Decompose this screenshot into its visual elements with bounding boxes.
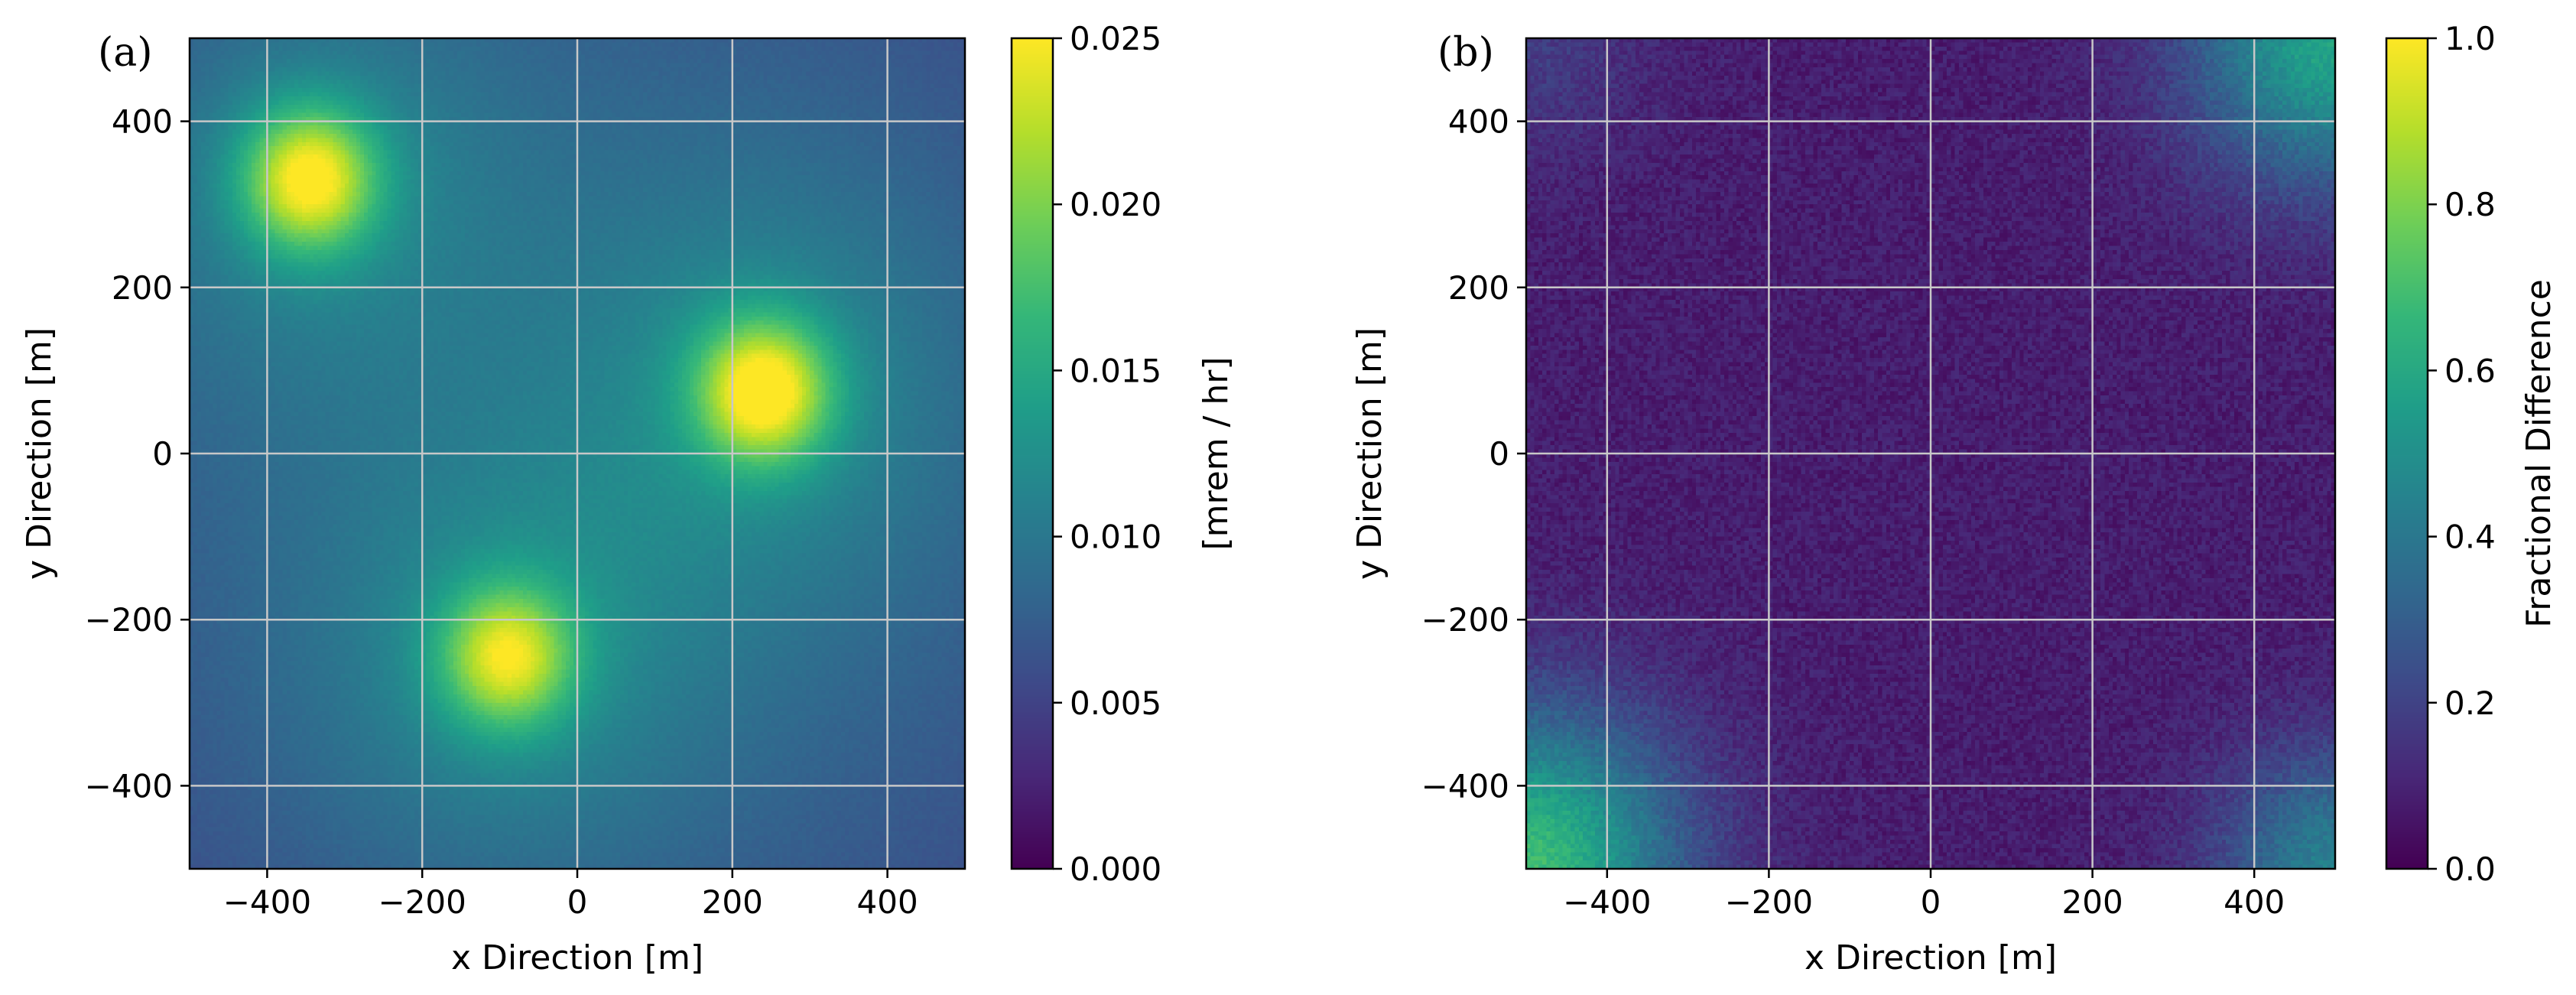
y-tick-label: −400 <box>1421 767 1509 805</box>
x-axis-label-a: x Direction [m] <box>451 938 703 977</box>
colorbar-frame-b <box>2385 37 2429 870</box>
colorbar-tick-label: 0.000 <box>1070 850 1161 888</box>
colorbar-tick-label: 0.8 <box>2444 186 2496 223</box>
colorbar-tick-label: 0.4 <box>2444 519 2496 556</box>
x-tick-label: 0 <box>567 883 588 921</box>
y-tick-label: 200 <box>1448 269 1509 307</box>
y-tick-label: −400 <box>85 767 173 805</box>
y-tick-label: 400 <box>1448 103 1509 141</box>
x-ticks-b: −400 −200 0 200 400 <box>1563 869 2285 921</box>
x-tick-label: 400 <box>2224 883 2285 921</box>
x-tick-label: −200 <box>378 883 466 921</box>
colorbar-tick-label: 0.015 <box>1070 352 1161 389</box>
colorbar-tick-label: 0.2 <box>2444 684 2496 722</box>
colorbar-tick-label: 1.0 <box>2444 20 2496 57</box>
colorbar-label-b: Fractional Difference <box>2519 279 2558 628</box>
y-ticks-a: −400 −200 0 200 400 <box>85 103 190 805</box>
colorbar-tick-label: 0.0 <box>2444 850 2496 888</box>
colorbar-tick-label: 0.020 <box>1070 186 1161 223</box>
colorbar-tick-label: 0.005 <box>1070 684 1161 722</box>
y-tick-label: −200 <box>1421 601 1509 639</box>
x-tick-label: −200 <box>1725 883 1813 921</box>
grid-a <box>190 38 965 869</box>
y-tick-label: 400 <box>112 103 173 141</box>
colorbar-ticks-a: 0.000 0.005 0.010 0.015 0.020 0.025 <box>1053 20 1161 888</box>
y-tick-label: 0 <box>152 435 173 473</box>
colorbar-tick-label: 0.025 <box>1070 20 1161 57</box>
x-tick-label: −400 <box>1563 883 1651 921</box>
x-tick-label: −400 <box>223 883 311 921</box>
y-tick-label: 0 <box>1489 435 1509 473</box>
panel-a-label: (a) <box>98 30 153 76</box>
colorbar-ticks-b: 0.0 0.2 0.4 0.6 0.8 1.0 <box>2428 20 2496 888</box>
colorbar-a <box>1012 38 1053 869</box>
x-tick-label: 200 <box>2062 883 2123 921</box>
grid-b <box>1526 38 2335 869</box>
colorbar-label-a: [mrem / hr] <box>1197 356 1236 550</box>
x-axis-label-b: x Direction [m] <box>1804 938 2057 977</box>
y-axis-label-b: y Direction [m] <box>1350 327 1389 580</box>
panel-a: (a) −400 −200 0 200 400 −400 −200 0 200 400 x Di… <box>20 20 1236 977</box>
colorbar-tick-label: 0.010 <box>1070 519 1161 556</box>
y-tick-label: 200 <box>112 269 173 307</box>
x-ticks-a: −400 −200 0 200 400 <box>223 869 918 921</box>
y-tick-label: −200 <box>85 601 173 639</box>
x-tick-label: 0 <box>1921 883 1941 921</box>
colorbar-tick-label: 0.6 <box>2444 352 2496 389</box>
y-axis-label-a: y Direction [m] <box>20 327 59 580</box>
x-tick-label: 200 <box>702 883 763 921</box>
x-tick-label: 400 <box>857 883 918 921</box>
colorbar-b <box>2386 38 2428 869</box>
panel-b: (b) −400 −200 0 200 400 −400 −200 0 200 400 x Di… <box>1350 20 2558 977</box>
colorbar-frame-a <box>1010 37 1054 870</box>
y-ticks-b: −400 −200 0 200 400 <box>1421 103 1526 805</box>
panel-b-label: (b) <box>1437 30 1494 76</box>
